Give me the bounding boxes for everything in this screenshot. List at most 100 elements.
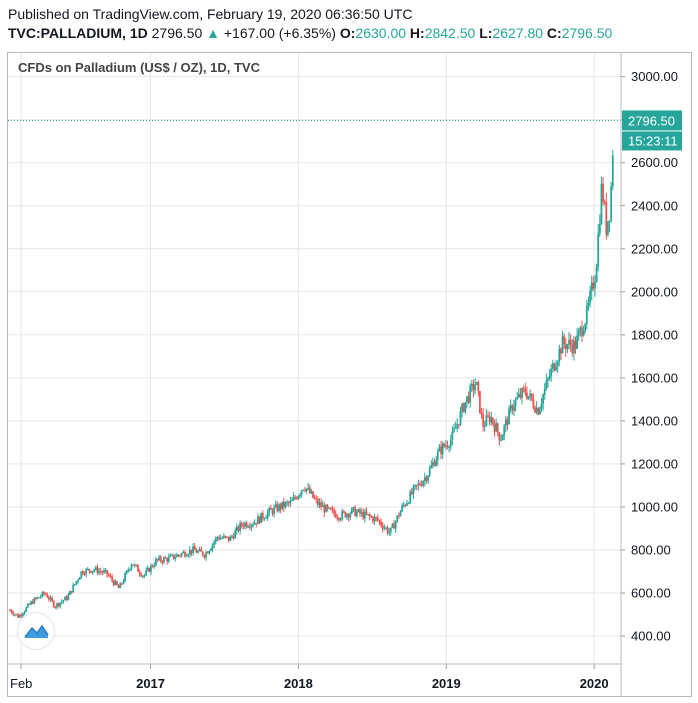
time-axis[interactable]: Feb 2017 2018 2019 2020	[8, 663, 621, 691]
candle-body	[208, 550, 211, 554]
candle-body	[508, 408, 510, 425]
candle-body	[141, 575, 144, 577]
candle-body	[174, 557, 177, 559]
candle-body	[138, 571, 141, 574]
y-tick-label: 2200.00	[631, 241, 678, 256]
candle-body	[137, 565, 139, 572]
candle-body	[250, 524, 253, 528]
candle-body	[190, 549, 193, 553]
candle-body	[120, 583, 123, 585]
candle-body	[568, 339, 570, 345]
candle-body	[432, 462, 434, 466]
candle-body	[51, 597, 54, 601]
y-tick-label: 400.00	[631, 629, 671, 644]
candle-body	[602, 183, 604, 202]
candle-body	[269, 508, 272, 510]
candle-body	[318, 502, 321, 505]
candle-body	[574, 340, 577, 349]
y-tick-label: 3000.00	[631, 69, 678, 84]
candle-body	[407, 503, 410, 505]
candle-body	[428, 468, 431, 476]
open-label: O:	[339, 25, 356, 41]
candle-body	[493, 423, 496, 432]
candle-body	[57, 603, 60, 606]
open-value: 2630.00	[355, 25, 407, 41]
candle-body	[425, 477, 428, 481]
candle-body	[148, 567, 151, 572]
candle-body	[551, 363, 554, 369]
candle-body	[454, 427, 457, 429]
candle-body	[529, 393, 532, 397]
candle-body	[253, 522, 256, 525]
y-tick-label: 1800.00	[631, 327, 678, 342]
x-tick-label: 2017	[136, 676, 165, 691]
candle-body	[304, 489, 306, 491]
published-line: Published on TradingView.com, February 1…	[8, 6, 413, 22]
candle-body	[585, 305, 588, 324]
candle-body	[470, 383, 473, 386]
candle-body	[610, 186, 613, 221]
candle-body	[479, 391, 481, 413]
candle-body	[151, 565, 154, 567]
candle-body	[263, 518, 266, 520]
candle-body	[406, 503, 408, 506]
candle-body	[260, 512, 263, 523]
candle-body	[198, 549, 201, 551]
last-price-tag	[622, 110, 682, 131]
candle-body	[320, 502, 323, 508]
candle-body	[519, 393, 522, 398]
candle-body	[295, 497, 298, 499]
candle-body	[244, 522, 246, 527]
candle-body	[389, 527, 392, 533]
candle-body	[532, 399, 535, 408]
candle-body	[112, 580, 115, 585]
candle-body	[446, 445, 449, 448]
candle-body	[192, 546, 195, 553]
candle-body	[483, 426, 486, 428]
candle-body	[581, 327, 583, 336]
candle-body	[516, 397, 519, 400]
candle-body	[467, 396, 470, 403]
candle-body	[555, 366, 557, 371]
candle-body	[23, 611, 26, 614]
candle-body	[466, 396, 468, 403]
candle-body	[60, 601, 63, 603]
candle-body	[351, 508, 353, 514]
low-value: 2627.80	[492, 25, 544, 41]
candle-body	[117, 585, 120, 589]
candle-body	[96, 567, 99, 573]
candle-body	[218, 537, 220, 540]
candle-body	[480, 412, 483, 414]
candle-body	[524, 388, 527, 393]
candle-body	[422, 481, 425, 486]
candle-body	[73, 584, 76, 586]
candle-body	[491, 417, 494, 424]
candle-body	[589, 291, 591, 303]
tradingview-logo-icon[interactable]	[17, 612, 55, 650]
candle-body	[329, 507, 332, 510]
grid-lines	[8, 53, 621, 664]
candle-body	[440, 446, 442, 455]
candle-body	[321, 505, 324, 508]
candle-body	[383, 527, 386, 529]
candle-body	[47, 597, 50, 600]
candle-body	[600, 183, 603, 224]
candle-body	[59, 602, 62, 606]
candle-body	[597, 233, 600, 267]
candle-body	[109, 575, 112, 577]
candle-body	[582, 331, 585, 336]
candle-body	[509, 405, 512, 409]
candle-body	[129, 569, 131, 571]
candle-body	[226, 536, 229, 538]
candle-body	[584, 323, 587, 332]
candle-body	[530, 393, 533, 400]
y-tick-label: 2600.00	[631, 155, 678, 170]
candle-body	[506, 419, 509, 425]
candle-body	[307, 487, 310, 489]
candle-body	[9, 610, 11, 612]
candle-body	[372, 517, 374, 522]
candle-body	[276, 504, 279, 512]
candle-body	[417, 483, 420, 486]
candle-body	[362, 511, 365, 519]
